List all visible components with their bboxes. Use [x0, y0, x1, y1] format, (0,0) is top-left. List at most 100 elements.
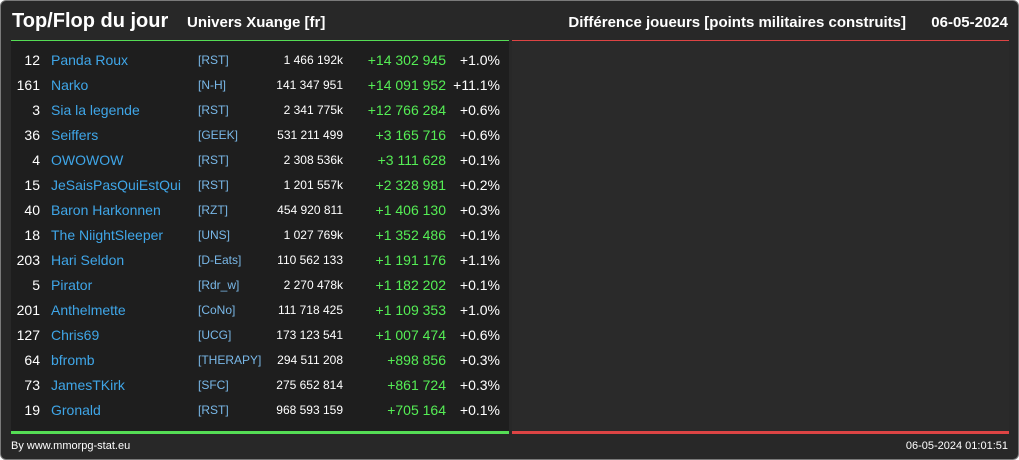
- percent-change: +0.1%: [459, 277, 500, 293]
- player-name-link[interactable]: Anthelmette: [51, 302, 126, 318]
- universe-label: Univers Xuange [fr]: [187, 14, 326, 31]
- alliance-tag-link[interactable]: [UNS]: [198, 228, 231, 242]
- player-rank: 19: [24, 402, 40, 418]
- points-difference: +1 191 176: [375, 252, 446, 268]
- player-row: 64 bfromb [THERAPY] 294 511 208 +898 856 +0.3…: [11, 348, 509, 373]
- percent-change: +0.1%: [459, 402, 500, 418]
- player-row: 12 Panda Roux [RST] 1 466 192k +14 302 945 +1…: [11, 48, 509, 73]
- player-total-points: 2 270 478k: [283, 278, 343, 292]
- alliance-tag-link[interactable]: [N-H]: [198, 78, 226, 92]
- header-date: 06-05-2024: [931, 14, 1008, 31]
- points-difference: +1 352 486: [375, 227, 446, 243]
- points-difference: +12 766 284: [367, 102, 446, 118]
- points-difference: +1 007 474: [375, 327, 446, 343]
- percent-change: +0.1%: [459, 227, 500, 243]
- alliance-tag-link[interactable]: [SFC]: [198, 378, 229, 392]
- player-rank: 161: [16, 77, 40, 93]
- percent-change: +0.6%: [459, 127, 500, 143]
- player-total-points: 275 652 814: [276, 378, 343, 392]
- points-difference: +3 165 716: [375, 127, 446, 143]
- alliance-tag-link[interactable]: [THERAPY]: [198, 353, 262, 367]
- player-name-link[interactable]: Hari Seldon: [51, 252, 125, 268]
- points-difference: +861 724: [387, 377, 446, 393]
- flop-bar-lower: [512, 431, 1009, 434]
- percent-change: +0.3%: [459, 202, 500, 218]
- player-rank: 73: [24, 377, 40, 393]
- player-name-link[interactable]: Baron Harkonnen: [51, 202, 161, 218]
- player-row: 36 Seiffers [GEEK] 531 211 499 +3 165 716 +0.…: [11, 123, 509, 148]
- alliance-tag-link[interactable]: [RST]: [198, 403, 229, 417]
- percent-change: +1.1%: [459, 252, 500, 268]
- player-total-points: 1 027 769k: [283, 228, 343, 242]
- player-name-link[interactable]: Narko: [51, 77, 89, 93]
- alliance-tag-link[interactable]: [GEEK]: [198, 128, 239, 142]
- player-row: 203 Hari Seldon [D-Eats] 110 562 133 +1 191 …: [11, 248, 509, 273]
- player-row: 73 JamesTKirk [SFC] 275 652 814 +861 724 +0.3…: [11, 373, 509, 398]
- player-rank: 64: [24, 352, 40, 368]
- player-total-points: 2 341 775k: [283, 103, 343, 117]
- player-rank: 40: [24, 202, 40, 218]
- player-rank: 127: [16, 327, 40, 343]
- top-losers-panel: [512, 41, 1009, 431]
- player-row: 201 Anthelmette [CoNo] 111 718 425 +1 109 35…: [11, 298, 509, 323]
- player-total-points: 968 593 159: [276, 403, 343, 417]
- percent-change: +0.3%: [459, 352, 500, 368]
- player-rank: 3: [32, 102, 40, 118]
- player-rank: 201: [16, 302, 40, 318]
- percent-change: +0.2%: [459, 177, 500, 193]
- points-difference: +705 164: [387, 402, 446, 418]
- player-name-link[interactable]: Pirator: [51, 277, 93, 293]
- player-total-points: 531 211 499: [277, 128, 343, 142]
- widget-title: Top/Flop du jour: [12, 10, 169, 32]
- player-name-link[interactable]: Sia la legende: [51, 102, 140, 118]
- alliance-tag-link[interactable]: [CoNo]: [198, 303, 236, 317]
- points-difference: +1 109 353: [375, 302, 446, 318]
- player-row: 127 Chris69 [UCG] 173 123 541 +1 007 474 +0.6…: [11, 323, 509, 348]
- alliance-tag-link[interactable]: [RST]: [198, 178, 229, 192]
- player-name-link[interactable]: JamesTKirk: [51, 377, 125, 393]
- player-total-points: 1 201 557k: [283, 178, 343, 192]
- percent-change: +0.3%: [459, 377, 500, 393]
- player-row: 5 Pirator [Rdr_w] 2 270 478k +1 182 202 +0.1%: [11, 273, 509, 298]
- player-row: 15 JeSaisPasQuiEstQui [RST] 1 201 557k +2 32…: [11, 173, 509, 198]
- player-total-points: 2 308 536k: [283, 153, 343, 167]
- metric-label: Différence joueurs [points militaires co…: [568, 14, 906, 31]
- player-name-link[interactable]: JeSaisPasQuiEstQui: [51, 177, 181, 193]
- alliance-tag-link[interactable]: [RZT]: [198, 203, 228, 217]
- player-rank: 15: [24, 177, 40, 193]
- player-row: 161 Narko [N-H] 141 347 951 +14 091 952 +11.1…: [11, 73, 509, 98]
- player-row: 40 Baron Harkonnen [RZT] 454 920 811 +1 406 …: [11, 198, 509, 223]
- alliance-tag-link[interactable]: [RST]: [198, 53, 229, 67]
- player-total-points: 1 466 192k: [283, 53, 343, 67]
- alliance-tag-link[interactable]: [D-Eats]: [198, 253, 242, 267]
- player-row: 19 Gronald [RST] 968 593 159 +705 164 +0.1%: [11, 398, 509, 423]
- player-total-points: 141 347 951: [276, 78, 343, 92]
- player-name-link[interactable]: The NiightSleeper: [51, 227, 164, 243]
- alliance-tag-link[interactable]: [Rdr_w]: [198, 278, 240, 292]
- percent-change: +0.6%: [459, 327, 500, 343]
- player-name-link[interactable]: OWOWOW: [51, 152, 124, 168]
- points-difference: +3 111 628: [377, 152, 446, 168]
- player-total-points: 111 718 425: [278, 303, 343, 317]
- player-row: 3 Sia la legende [RST] 2 341 775k +12 766 28…: [11, 98, 509, 123]
- player-name-link[interactable]: Panda Roux: [51, 52, 129, 68]
- points-difference: +14 091 952: [367, 77, 446, 93]
- player-rank: 203: [16, 252, 40, 268]
- site-credit[interactable]: By www.mmorpg-stat.eu: [11, 440, 131, 452]
- alliance-tag-link[interactable]: [RST]: [198, 103, 229, 117]
- points-difference: +1 406 130: [375, 202, 446, 218]
- player-name-link[interactable]: Gronald: [51, 402, 101, 418]
- player-total-points: 454 920 811: [277, 203, 343, 217]
- player-name-link[interactable]: Seiffers: [51, 127, 99, 143]
- player-rank: 5: [32, 277, 40, 293]
- player-name-link[interactable]: bfromb: [51, 352, 95, 368]
- percent-change: +1.0%: [459, 302, 500, 318]
- alliance-tag-link[interactable]: [RST]: [198, 153, 229, 167]
- points-difference: +898 856: [387, 352, 446, 368]
- player-name-link[interactable]: Chris69: [51, 327, 100, 343]
- player-total-points: 294 511 208: [277, 353, 343, 367]
- alliance-tag-link[interactable]: [UCG]: [198, 328, 232, 342]
- generated-timestamp: 06-05-2024 01:01:51: [905, 440, 1008, 452]
- player-total-points: 110 562 133: [277, 253, 343, 267]
- percent-change: +0.1%: [459, 152, 500, 168]
